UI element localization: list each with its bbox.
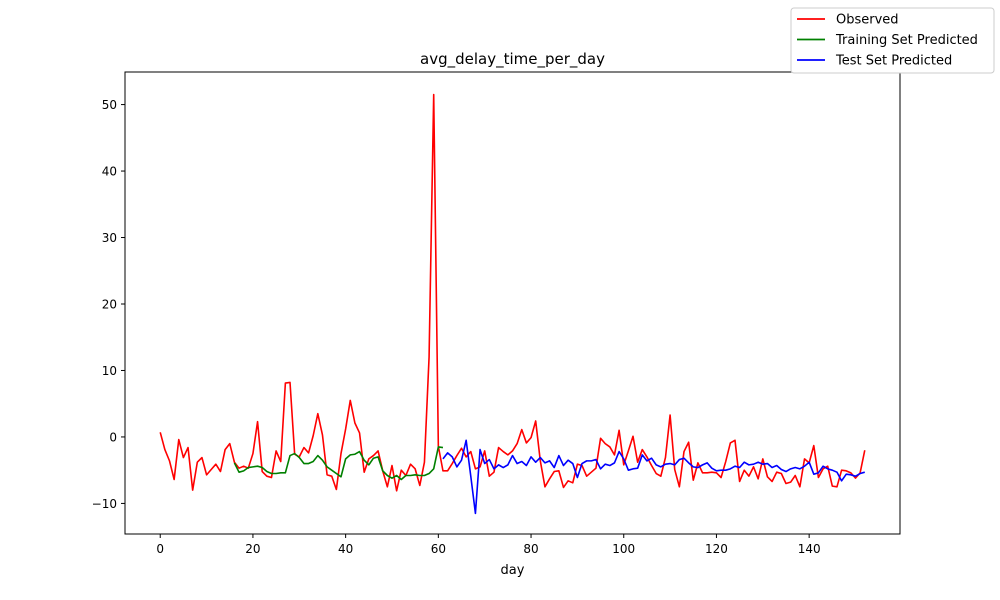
legend-label-test-set-predicted: Test Set Predicted xyxy=(835,54,952,69)
series-layer xyxy=(159,93,866,515)
series-line-test-set-predicted xyxy=(442,439,865,515)
x-tick-label: 40 xyxy=(338,542,353,556)
legend[interactable]: Observed Training Set Predicted Test Set P… xyxy=(790,7,995,74)
y-tick-label: 20 xyxy=(102,297,117,311)
y-tick-label: 0 xyxy=(109,430,117,444)
legend-box xyxy=(790,7,995,74)
x-axis: 0 20 40 60 80 100 120 140 xyxy=(156,534,821,556)
y-axis: −10 0 10 20 30 40 50 xyxy=(92,98,125,511)
x-tick-label: 80 xyxy=(523,542,538,556)
y-tick-label: −10 xyxy=(92,497,117,511)
x-tick-label: 140 xyxy=(798,542,821,556)
x-tick-label: 100 xyxy=(612,542,635,556)
y-tick-label: 30 xyxy=(102,231,117,245)
y-tick-label: 10 xyxy=(102,364,117,378)
series-line-training-set-predicted xyxy=(233,446,444,481)
series-line-observed xyxy=(159,93,866,492)
x-tick-label: 60 xyxy=(431,542,446,556)
chart-title: avg_delay_time_per_day xyxy=(420,50,605,69)
x-axis-label: day xyxy=(501,563,525,578)
legend-label-training-set-predicted: Training Set Predicted xyxy=(835,33,978,48)
x-tick-label: 120 xyxy=(705,542,728,556)
legend-label-observed: Observed xyxy=(836,13,899,28)
y-tick-label: 50 xyxy=(102,98,117,112)
plot-frame xyxy=(124,71,901,535)
x-tick-label: 0 xyxy=(156,542,164,556)
x-tick-label: 20 xyxy=(245,542,260,556)
y-tick-label: 40 xyxy=(102,165,117,179)
